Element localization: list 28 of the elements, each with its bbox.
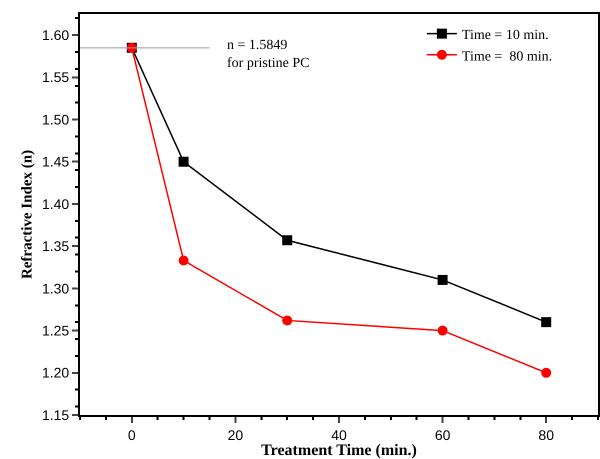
point (282, 235, 292, 246)
point (178, 156, 189, 167)
y-tick-label: 1.45 (42, 154, 70, 170)
y-tick-label: 1.30 (42, 280, 70, 296)
point (178, 256, 189, 266)
y-tick-label: 1.20 (42, 364, 70, 381)
y-tick-label: 1.50 (42, 111, 70, 128)
y-tick-label: 1.55 (42, 69, 70, 86)
x-tick-label: 40 (331, 426, 347, 443)
x-tick-label: 80 (538, 426, 554, 443)
y-tick-label: 1.15 (42, 406, 70, 423)
x-tick-label: 0 (128, 426, 136, 443)
point (438, 274, 448, 285)
x-tick-label: 60 (434, 426, 451, 443)
y-axis-title: Refractive Index (n) (20, 150, 36, 280)
y-tick-label: 1.25 (42, 322, 70, 338)
legend-label: Time = 10 min. (462, 28, 549, 44)
x-axis-title: Treatment Time (min.) (261, 442, 417, 459)
point (541, 368, 552, 378)
y-tick-label: 1.35 (42, 238, 70, 254)
y-tick-label: 1.40 (42, 196, 70, 212)
ref-line-label: n = 1.5849 for pristine PC (227, 38, 310, 72)
x-tick-label: 20 (228, 426, 244, 443)
point (541, 317, 552, 328)
point (282, 315, 292, 326)
point (438, 326, 448, 336)
legend-label: Time = 80 min. (462, 49, 552, 64)
y-tick-label: 1.60 (42, 27, 70, 44)
